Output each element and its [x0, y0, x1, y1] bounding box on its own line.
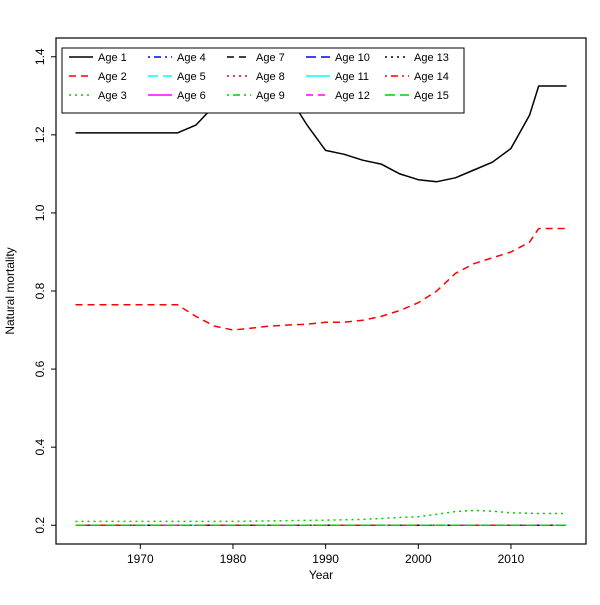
y-tick-label: 0.2 [33, 517, 47, 534]
x-tick-label: 1970 [127, 552, 154, 566]
y-tick-label: 1.0 [33, 204, 47, 221]
legend-label: Age 1 [98, 52, 127, 64]
x-axis-title: Year [309, 568, 333, 582]
y-tick-label: 1.4 [33, 48, 47, 65]
y-tick-label: 0.6 [33, 360, 47, 377]
legend-label: Age 11 [335, 71, 369, 83]
legend-label: Age 12 [335, 90, 370, 102]
legend-label: Age 8 [256, 71, 285, 83]
legend-label: Age 4 [177, 52, 206, 64]
legend-label: Age 5 [177, 71, 206, 83]
series-age-2 [75, 227, 567, 331]
legend-box [61, 47, 465, 114]
legend-label: Age 9 [256, 90, 285, 102]
x-tick-label: 2010 [498, 552, 525, 566]
chart-dynamic-layer: 1970 1980 1990 2000 2010 0.2 0.4 0.6 0.8 1.0 1.2 1.… [33, 37, 587, 566]
legend-label: Age 13 [414, 52, 449, 64]
x-tick-label: 2000 [405, 552, 432, 566]
series-age-3 [75, 509, 567, 523]
y-tick-label: 0.8 [33, 282, 47, 299]
legend-label: Age 15 [414, 90, 449, 102]
legend-label: Age 10 [335, 52, 370, 64]
plot-border [55, 37, 587, 545]
x-tick-label: 1980 [220, 552, 247, 566]
legend-label: Age 2 [98, 71, 127, 83]
legend-label: Age 7 [256, 52, 285, 64]
y-tick-label: 0.4 [33, 439, 47, 456]
legend-label: Age 14 [414, 71, 449, 83]
y-axis-title: Natural mortality [3, 247, 17, 334]
y-tick-label: 1.2 [33, 126, 47, 143]
legend-label: Age 6 [177, 90, 206, 102]
legend-label: Age 3 [98, 90, 127, 102]
x-tick-label: 1990 [312, 552, 339, 566]
